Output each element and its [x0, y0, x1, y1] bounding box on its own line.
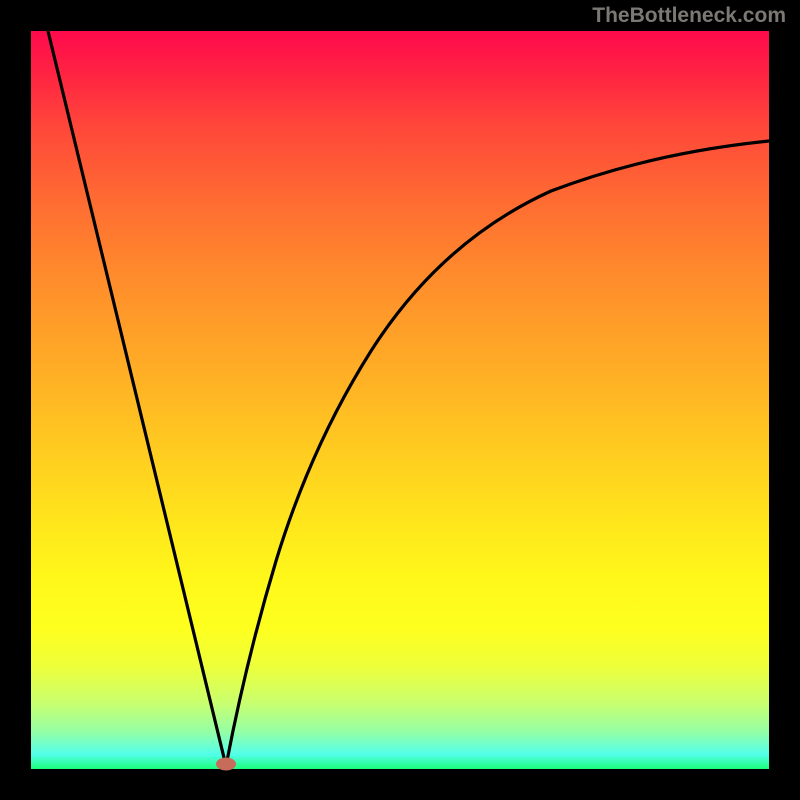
curve-left-branch [48, 31, 226, 766]
optimal-marker [216, 758, 236, 771]
bottleneck-curve [31, 31, 769, 769]
curve-right-branch [226, 141, 769, 766]
watermark-text: TheBottleneck.com [592, 4, 786, 28]
plot-area [31, 31, 769, 769]
